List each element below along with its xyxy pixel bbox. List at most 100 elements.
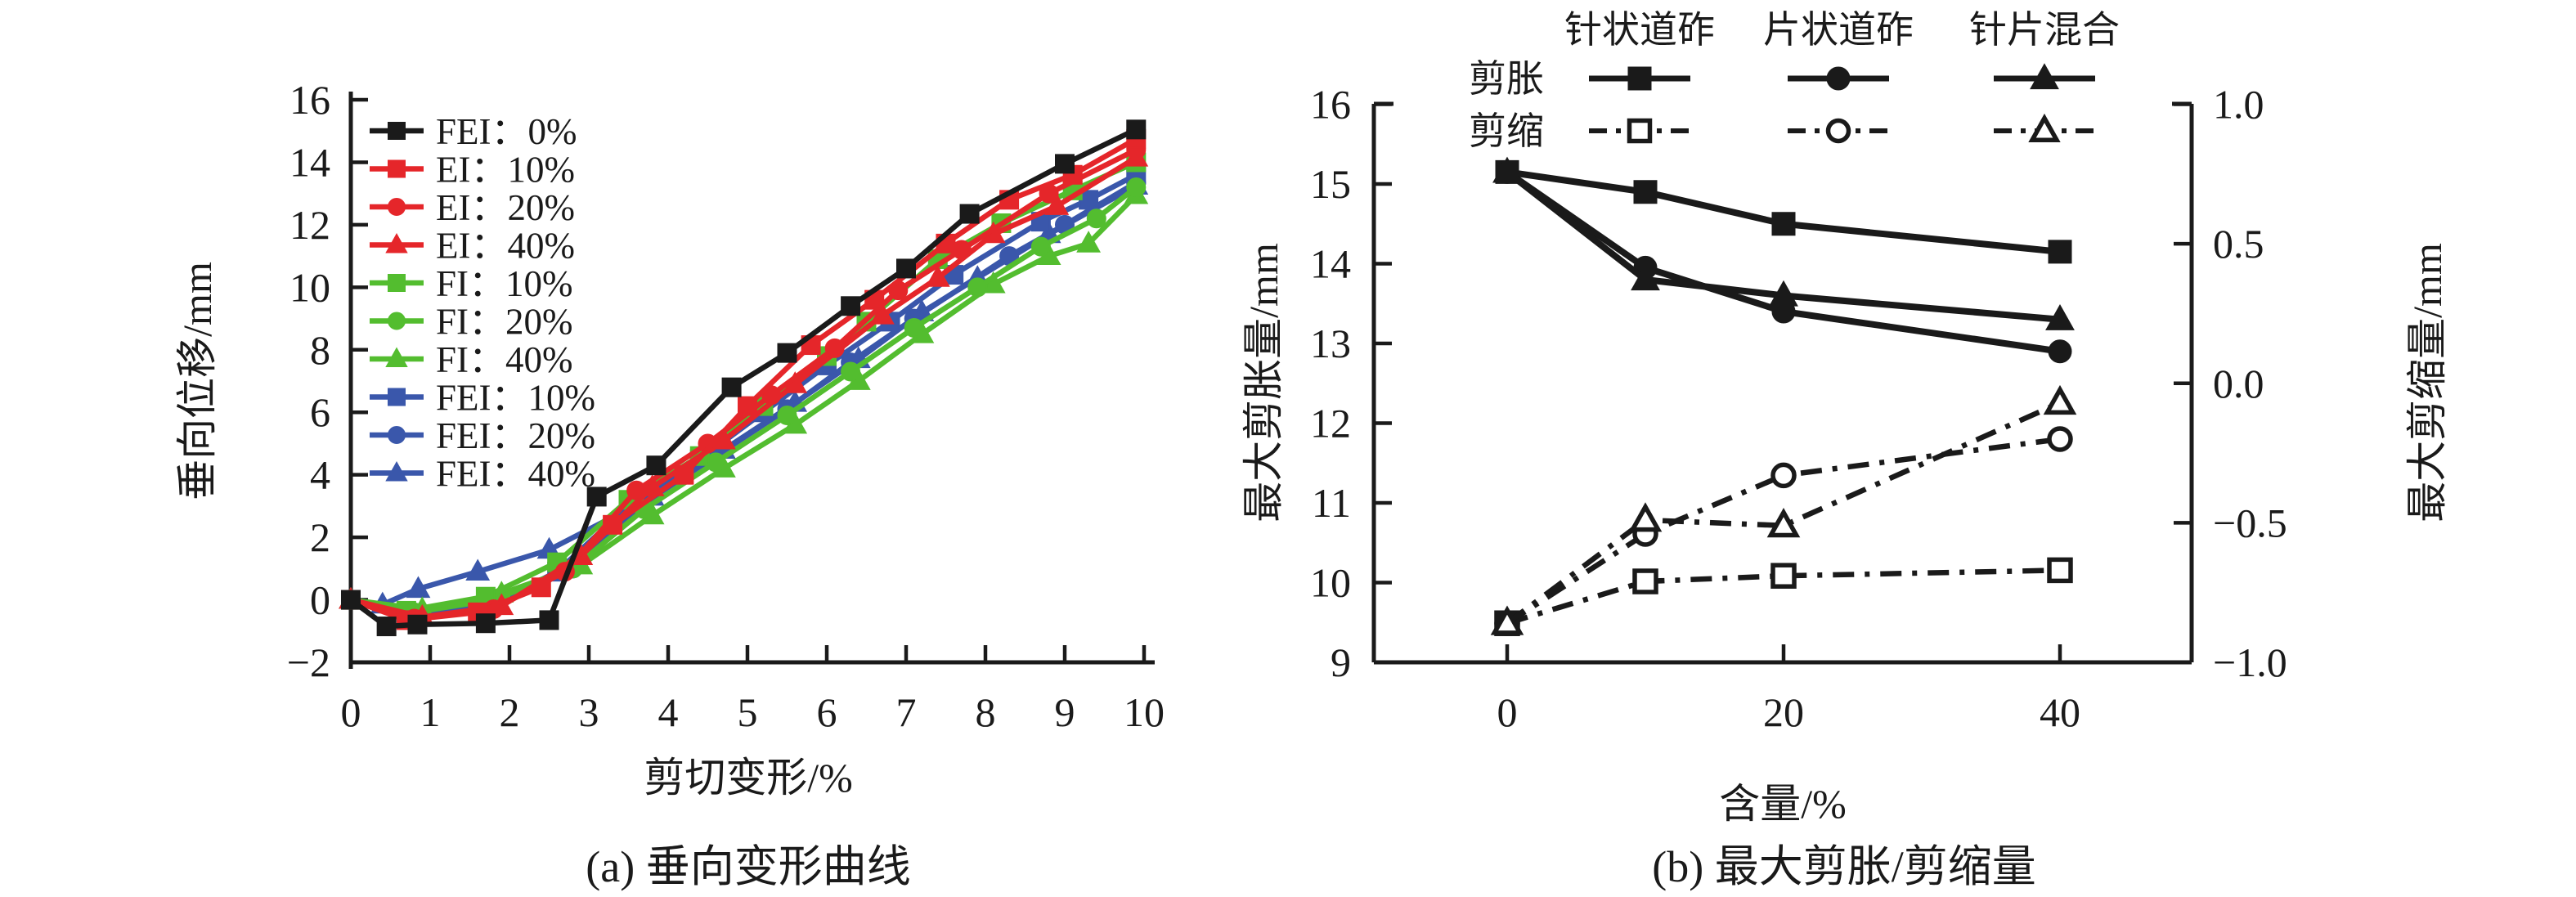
data-point-marker [1126,177,1147,198]
right-y-tick-label: 0.5 [2213,221,2264,267]
series-剪胀-片状道砟 [1495,159,2072,364]
legend-row-剪缩: 剪缩 [1469,110,2095,152]
x-tick-label: 0 [1497,689,1518,735]
data-point-marker [341,590,361,610]
series-剪缩-针片混合 [1490,384,2077,635]
series-剪缩-针状道砟 [1494,557,2073,636]
chart-b-left-y-axis-label: 最大剪胀量/mm [1241,243,1286,523]
data-point-marker [721,377,742,397]
data-point-marker [777,406,797,426]
x-tick-label: 5 [738,689,758,735]
y-tick-label: −2 [287,639,330,685]
data-point-marker [777,343,797,363]
x-tick-label: 9 [1055,689,1075,735]
legend-item-label: FEI：10% [436,378,595,419]
data-point-marker [2048,240,2072,264]
data-point-marker [869,303,895,325]
legend-square-icon [1627,118,1653,144]
x-tick-label: 1 [420,689,441,735]
chart-a-caption: (a) 垂向变形曲线 [586,842,910,891]
series-FEI0 [341,119,1147,637]
data-point-marker [1771,212,1796,236]
data-point-marker [1631,264,1660,291]
chart-b-caption: (b) 最大剪胀/剪缩量 [1652,842,2035,891]
x-tick-label: 10 [1124,689,1165,735]
legend-item-0: FEI：0% [370,111,577,152]
legend-item-3: EI：40% [370,226,575,267]
data-point-marker [539,610,559,630]
data-point-marker [904,318,924,339]
y-tick-label: 0 [310,577,330,623]
legend-triangle-icon [385,347,408,367]
chart-a-x-axis-label: 剪切变形/% [644,755,853,801]
legend-circle-icon [388,426,406,444]
y-tick-label: 8 [310,327,330,373]
data-point-marker [406,576,431,599]
legend-triangle-icon [385,461,408,482]
chart-a-legend: FEI：0%EI：10%EI：20%EI：40%FI：10%FI：20%FI：4… [370,111,595,495]
data-point-marker [586,487,607,507]
legend-item-9: FEI：40% [370,454,595,495]
chart-b-right-y-axis-label: 最大剪缩量/mm [2404,243,2450,523]
x-tick-label: 6 [817,689,837,735]
data-point-marker [603,514,623,535]
data-point-marker [2045,303,2075,330]
data-point-marker [626,480,647,500]
left-y-tick-label: 12 [1310,401,1351,446]
legend-item-label: FEI：0% [436,111,577,152]
data-point-marker [465,558,491,581]
legend-column-header: 针状道砟 [1564,9,1715,51]
legend-triangle-icon [2028,113,2061,142]
left-y-tick-label: 9 [1331,639,1351,685]
left-y-tick-label: 11 [1312,480,1351,526]
legend-row-label: 剪胀 [1469,58,1544,100]
chart-b: 9 10 11 12 13 14 15 16 1.0 0.5 0.0 −0.5 −1.0 0 20 40 针状… [1241,9,2450,891]
y-tick-label: 6 [310,389,330,435]
legend-circle-icon [1825,118,1851,144]
legend-square-icon [388,159,406,178]
data-point-marker [407,614,428,635]
data-point-marker [925,265,950,287]
chart-b-series [1490,156,2077,636]
legend-row-label: 剪缩 [1469,110,1544,152]
legend-row-剪胀: 剪胀 [1469,58,2095,100]
data-point-marker [1492,156,1522,183]
data-point-marker [2047,426,2073,452]
chart-a-y-axis-label: 垂向位移/mm [174,262,220,500]
x-tick-label: 8 [976,689,996,735]
x-tick-label: 4 [658,689,679,735]
chart-a-series [339,119,1149,637]
data-point-marker [1770,462,1797,489]
y-tick-label: 12 [289,202,330,248]
left-y-tick-label: 15 [1310,161,1351,207]
series-line [1506,168,2061,255]
legend-square-icon [388,122,406,140]
data-point-marker [1076,231,1102,253]
chart-a-axis-lines [348,92,1155,669]
data-point-marker [531,577,551,598]
legend-item-label: EI：10% [436,150,575,191]
data-point-marker [1490,605,1524,635]
data-point-marker [1769,280,1798,307]
left-y-tick-label: 10 [1310,560,1351,606]
legend-item-label: FEI：20% [436,415,595,456]
legend-item-label: FI：10% [436,263,573,304]
legend-item-label: FI：20% [436,302,573,343]
legend-item-6: FI：40% [370,339,573,380]
x-tick-label: 3 [579,689,599,735]
data-point-marker [1126,119,1147,140]
legend-column-header: 针片混合 [1969,9,2120,51]
legend-item-8: FEI：20% [370,415,595,456]
y-tick-label: 2 [310,514,330,560]
legend-circle-icon [388,198,406,216]
data-point-marker [824,338,845,358]
series-line [1506,436,2061,626]
series-剪胀-针状道砟 [1495,159,2072,264]
series-line [1505,169,2061,355]
x-tick-label: 20 [1763,689,1804,735]
data-point-marker [841,361,861,382]
